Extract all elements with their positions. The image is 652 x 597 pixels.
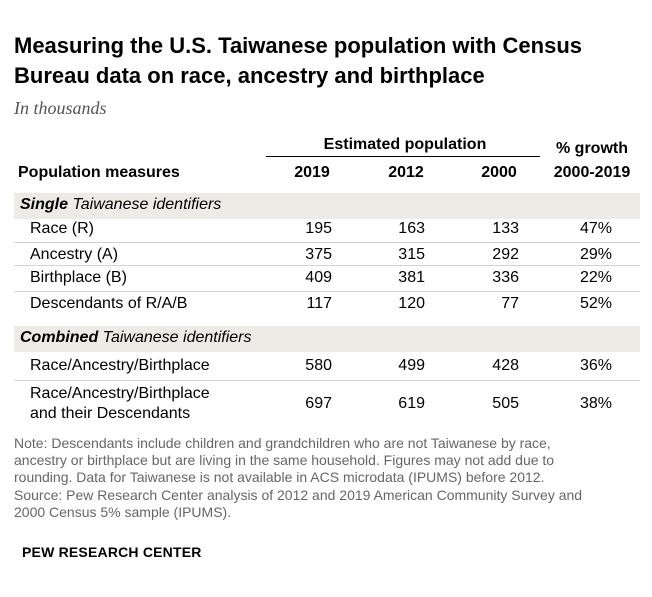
row-label: Race/Ancestry/Birthplace — [30, 385, 210, 402]
section-label-single: Single Taiwanese identifiers — [20, 196, 222, 213]
population-value-2012: 499 — [398, 357, 425, 374]
growth-value: 36% — [579, 357, 612, 374]
note-line-4: Source: Pew Research Center analysis of … — [14, 486, 583, 503]
pew-research-center-logo: PEW RESEARCH CENTER — [22, 544, 202, 560]
estimated-population-header: Estimated population — [323, 136, 487, 153]
note-line-5: 2000 Census 5% sample (IPUMS). — [14, 503, 232, 520]
year-header-2000: 2000 — [481, 164, 517, 181]
growth-value: 29% — [579, 246, 612, 263]
population-value-2019: 409 — [305, 269, 332, 286]
population-measures-header: Population measures — [18, 164, 180, 181]
year-header-2012: 2012 — [388, 164, 424, 181]
population-value-2019: 580 — [305, 357, 332, 374]
population-value-2012: 619 — [398, 395, 425, 412]
row-divider — [14, 242, 640, 243]
row-label: and their Descendants — [30, 405, 191, 422]
growth-value: 52% — [579, 295, 612, 312]
row-divider — [14, 291, 640, 292]
population-value-2019: 195 — [305, 220, 332, 237]
note-line-3: rounding. Data for Taiwanese is not avai… — [14, 469, 545, 486]
population-value-2000: 336 — [492, 269, 519, 286]
note-line-1: Note: Descendants include children and g… — [14, 435, 551, 451]
growth-header: % growth — [556, 140, 628, 157]
title-line-2: Bureau data on race, ancestry and birthp… — [14, 63, 485, 88]
chart-subtitle: In thousands — [14, 98, 107, 118]
row-divider — [14, 265, 640, 266]
population-value-2000: 292 — [492, 246, 519, 263]
population-value-2012: 381 — [398, 269, 425, 286]
section-band-single: Single Taiwanese identifiers — [14, 193, 640, 219]
chart-title: Measuring the U.S. Taiwanese population … — [14, 31, 644, 91]
row-label: Race/Ancestry/Birthplace — [30, 357, 210, 374]
section-band-combined: Combined Taiwanese identifiers — [14, 326, 640, 352]
growth-value: 38% — [579, 395, 612, 412]
note-and-source: Note: Descendants include children and g… — [14, 435, 634, 521]
population-value-2012: 315 — [398, 246, 425, 263]
row-label: Race (R) — [30, 220, 95, 237]
population-value-2019: 375 — [305, 246, 332, 263]
section-label-combined: Combined Taiwanese identifiers — [20, 329, 252, 346]
note-line-2: ancestry or birthplace but are living in… — [14, 452, 555, 469]
population-value-2019: 117 — [306, 295, 332, 312]
growth-range-header: 2000-2019 — [553, 164, 631, 181]
population-value-2012: 120 — [398, 295, 425, 312]
row-label: Ancestry (A) — [30, 246, 119, 263]
growth-value: 22% — [579, 269, 612, 286]
population-value-2000: 133 — [492, 220, 519, 237]
population-value-2000: 428 — [492, 357, 519, 374]
population-value-2012: 163 — [398, 220, 425, 237]
growth-value: 47% — [579, 220, 612, 237]
estimated-population-rule — [266, 156, 540, 157]
row-divider — [14, 380, 640, 381]
population-value-2000: 77 — [501, 295, 519, 312]
row-label: Descendants of R/A/B — [30, 295, 188, 312]
title-line-1: Measuring the U.S. Taiwanese population … — [14, 33, 583, 58]
population-value-2019: 697 — [305, 395, 332, 412]
year-header-2019: 2019 — [294, 164, 330, 181]
population-value-2000: 505 — [492, 395, 519, 412]
row-label: Birthplace (B) — [30, 269, 127, 286]
